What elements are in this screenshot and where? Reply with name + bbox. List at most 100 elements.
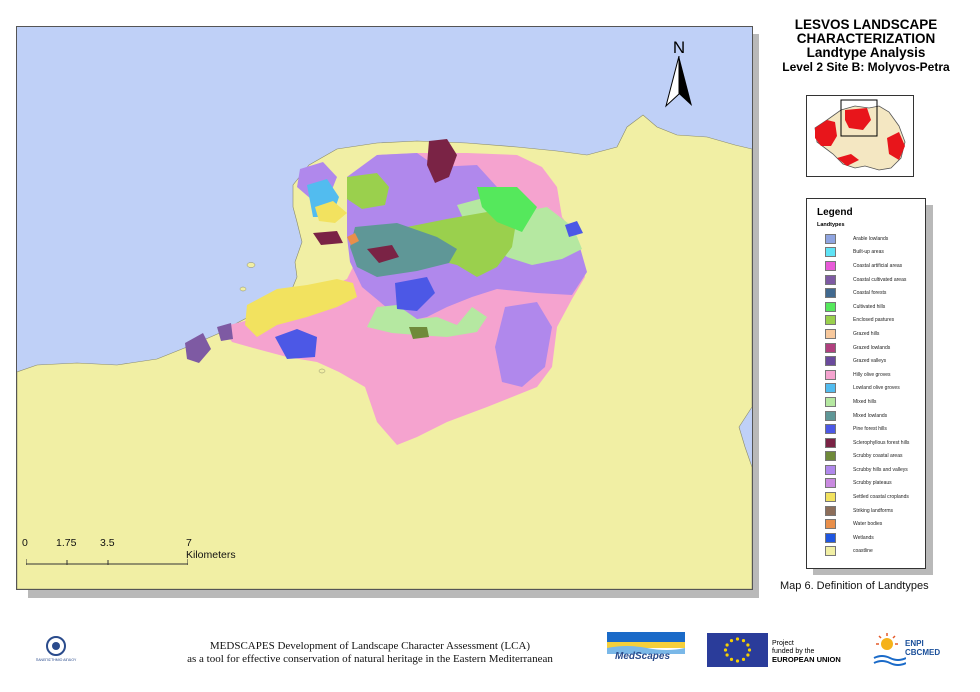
eu-funding-text: Project funded by the EUROPEAN UNION: [772, 640, 841, 665]
enpi-line-2: CBCMED: [905, 648, 941, 657]
legend-label: Cultivated hills: [853, 303, 886, 310]
zone-sclerophyllous: [427, 139, 457, 183]
legend-swatch: [825, 260, 836, 271]
zone-settled-cropland-2: [315, 201, 347, 223]
zone-sclerophyllous-3: [313, 231, 343, 245]
title-line-4: Level 2 Site B: Molyvos-Petra: [782, 60, 950, 74]
legend-swatch: [825, 505, 836, 516]
inset-island: [814, 105, 906, 171]
zone-coastal-cultivated-2: [217, 323, 233, 341]
legend-swatch: [825, 396, 836, 407]
medscapes-logo-icon: [607, 632, 685, 654]
legend-item: Lowland olive groves: [825, 382, 909, 396]
inset-site-south: [837, 154, 859, 166]
islet: [318, 368, 326, 374]
legend-label: Pine forest hills: [853, 426, 887, 433]
legend-swatch: [825, 274, 836, 285]
legend-item: Scrubby plateaus: [825, 477, 909, 491]
title-line-3: Landtype Analysis: [806, 45, 926, 60]
university-logo: ΠΑΝΕΠΙΣΤΗΜΙΟ ΑΙΓΑΙΟΥ: [36, 634, 76, 666]
enpi-logo-icon: [873, 633, 907, 666]
legend-item: Mixed lowlands: [825, 409, 909, 423]
legend-item: Settled coastal croplands: [825, 490, 909, 504]
north-arrow-icon: [665, 56, 692, 108]
zone-cultivated-hills: [477, 187, 537, 232]
legend-item: Built-up areas: [825, 246, 909, 260]
legend-item: Pine forest hills: [825, 422, 909, 436]
legend-label: Scrubby coastal areas: [853, 453, 903, 460]
legend-label: Striking landforms: [853, 507, 894, 514]
legend-item: Hilly olive groves: [825, 368, 909, 382]
legend-label: Mixed lowlands: [853, 412, 888, 419]
legend-label: Grazed lowlands: [853, 344, 891, 351]
map-canvas[interactable]: [17, 27, 752, 589]
medscapes-logo: MedScapes: [607, 632, 685, 668]
legend-list: Arable lowlands Built-up areas Coastal art…: [825, 232, 909, 558]
inset-site-west: [815, 120, 837, 146]
legend-swatch: [825, 315, 836, 326]
legend-swatch: [825, 519, 836, 530]
zone-pine-forest-2: [275, 329, 317, 359]
inset-site-east: [887, 132, 905, 160]
legend-item: Grazed valleys: [825, 354, 909, 368]
zone-mixed-lowlands: [350, 223, 457, 277]
tick-left: 4360000: [17, 162, 18, 178]
legend-label: Settled coastal croplands: [853, 494, 909, 501]
eu-line-2: funded by the: [772, 648, 815, 655]
legend-item: Striking landforms: [825, 504, 909, 518]
eu-flag-icon: [723, 637, 752, 663]
map-caption: Map 6. Definition of Landtypes: [780, 580, 929, 592]
legend: Legend Landtypes Arable lowlands Built-up…: [806, 198, 926, 569]
legend-swatch: [825, 478, 836, 489]
islet: [246, 262, 256, 268]
legend-label: Mixed hills: [853, 398, 877, 405]
legend-item: Mixed hills: [825, 395, 909, 409]
legend-item: Coastal forests: [825, 286, 909, 300]
legend-label: Arable lowlands: [853, 235, 889, 242]
zone-scrubby-coastal: [409, 327, 429, 339]
legend-swatch: [825, 288, 836, 299]
map-title-block: LESVOS LANDSCAPE CHARACTERIZATION Landty…: [766, 18, 966, 75]
north-arrow: N: [664, 39, 694, 109]
legend-subtitle: Landtypes: [817, 222, 845, 228]
zone-enclosed-pastures-2: [347, 173, 389, 209]
legend-label: Built-up areas: [853, 249, 884, 256]
zone-water-bodies: [347, 233, 359, 245]
footer-text: MEDSCAPES Development of Landscape Chara…: [160, 640, 580, 666]
scale-label: 0: [22, 537, 28, 549]
legend-label: Scrubby plateaus: [853, 480, 892, 487]
legend-swatch: [825, 328, 836, 339]
scale-line: [26, 559, 188, 565]
enpi-line-1: ENPI: [905, 639, 924, 648]
legend-item: Water bodies: [825, 517, 909, 531]
legend-label: Grazed hills: [853, 330, 880, 337]
legend-item: Grazed hills: [825, 327, 909, 341]
legend-swatch: [825, 451, 836, 462]
map-frame[interactable]: 400000 405000 410000 400000 405000 41000…: [16, 26, 753, 590]
legend-label: Coastal cultivated areas: [853, 276, 907, 283]
legend-item: Grazed lowlands: [825, 341, 909, 355]
legend-item: Scrubby coastal areas: [825, 450, 909, 464]
legend-swatch: [825, 247, 836, 258]
zone-scrubby-hills-2: [495, 302, 552, 387]
scale-label: 1.75: [56, 537, 77, 549]
inset-map-canvas: [814, 99, 906, 171]
islet: [239, 286, 247, 292]
legend-swatch: [825, 410, 836, 421]
legend-swatch: [825, 546, 836, 557]
university-logo-caption: ΠΑΝΕΠΙΣΤΗΜΙΟ ΑΙΓΑΙΟΥ: [35, 658, 77, 662]
legend-swatch: [825, 233, 836, 244]
legend-item: Sclerophyllous forest hills: [825, 436, 909, 450]
legend-label: Wetlands: [853, 534, 874, 541]
legend-item: coastline: [825, 545, 909, 559]
legend-swatch: [825, 383, 836, 394]
legend-item: Cultivated hills: [825, 300, 909, 314]
legend-swatch: [825, 532, 836, 543]
legend-label: Scrubby hills and valleys: [853, 466, 908, 473]
zone-sclerophyllous-2: [367, 245, 399, 263]
scale-bar: 0 1.75 3.5 7 Kilometers: [22, 537, 236, 567]
legend-item: Coastal artificial areas: [825, 259, 909, 273]
legend-label: Hilly olive groves: [853, 371, 891, 378]
legend-item: Enclosed pastures: [825, 314, 909, 328]
zone-pine-forest: [395, 277, 435, 311]
